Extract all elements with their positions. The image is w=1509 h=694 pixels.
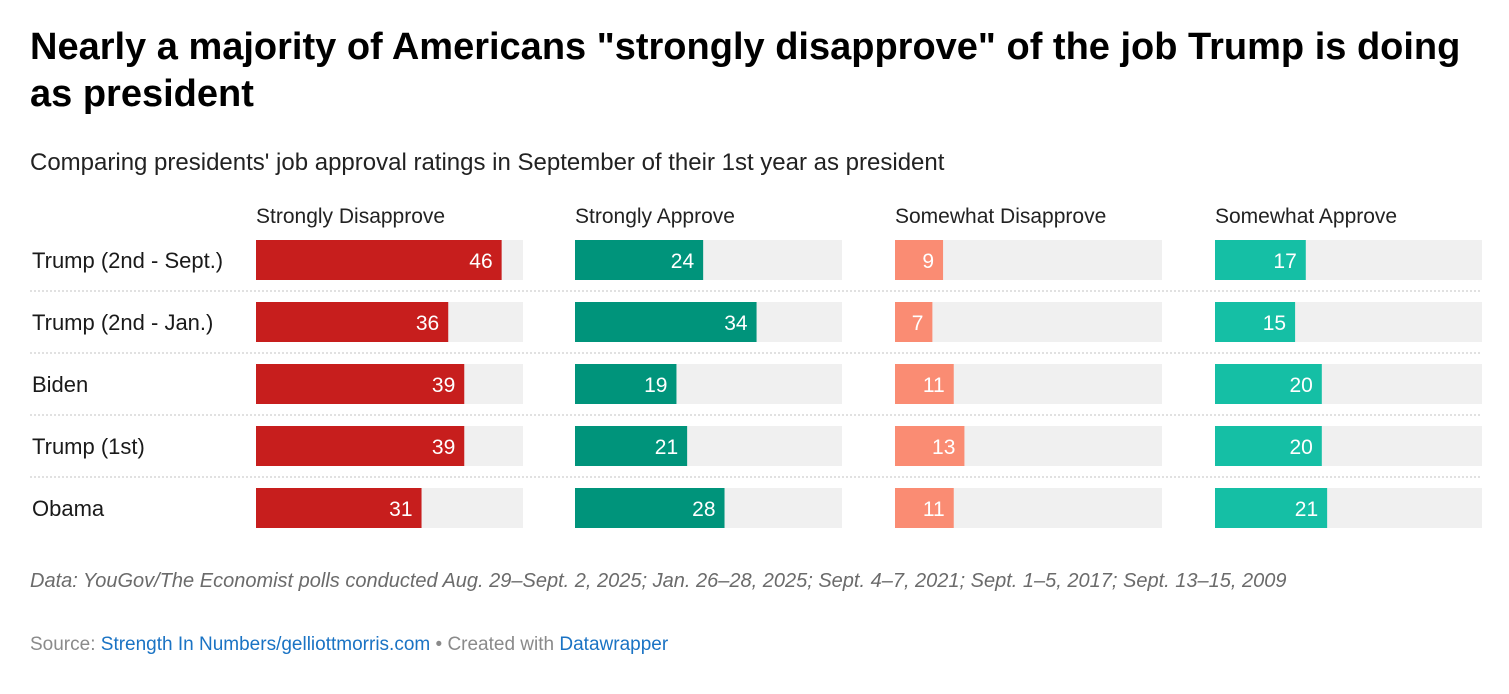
bar-strongly-approve (575, 364, 677, 404)
column-header-strongly-approve: Strongly Approve (575, 205, 735, 228)
bar-strongly-approve (575, 426, 688, 466)
value-label: 7 (912, 312, 924, 335)
source-label: Source: (30, 634, 96, 655)
data-notes: Data: YouGov/The Economist polls conduct… (30, 570, 1287, 592)
source-line: Source: Strength In Numbers/gelliottmorr… (30, 634, 668, 656)
value-label: 20 (1289, 374, 1312, 397)
bar-strongly-approve (575, 488, 725, 528)
value-label: 34 (724, 312, 748, 335)
value-label: 15 (1263, 312, 1286, 335)
row-label-trump-1st: Trump (1st) (32, 434, 145, 459)
chart-title: Nearly a majority of Americans "strongly… (30, 26, 1461, 115)
value-label: 11 (923, 374, 945, 397)
bar-somewhat-approve (1215, 488, 1328, 528)
value-label: 31 (389, 498, 412, 521)
bar-somewhat-approve (1215, 302, 1296, 342)
value-label: 21 (655, 436, 678, 459)
value-label: 13 (932, 436, 955, 459)
row-label-trump-2nd-jan: Trump (2nd - Jan.) (32, 310, 213, 335)
value-label: 24 (671, 250, 695, 273)
value-label: 21 (1295, 498, 1318, 521)
datawrapper-link[interactable]: Datawrapper (559, 634, 669, 655)
bar-somewhat-disapprove (895, 364, 954, 404)
value-label: 11 (923, 498, 945, 521)
bar-strongly-disapprove (256, 302, 449, 342)
value-label: 36 (416, 312, 439, 335)
bar-strongly-approve (575, 302, 757, 342)
chart-subtitle: Comparing presidents' job approval ratin… (30, 149, 945, 176)
source-link[interactable]: Strength In Numbers/gelliottmorris.com (100, 634, 431, 655)
bar-somewhat-approve (1215, 240, 1306, 280)
value-label: 28 (692, 498, 715, 521)
bar-strongly-disapprove (256, 426, 465, 466)
bar-strongly-approve (575, 240, 704, 280)
value-label: 46 (469, 250, 492, 273)
bar-strongly-disapprove (256, 364, 465, 404)
value-label: 19 (644, 374, 667, 397)
bar-somewhat-disapprove (895, 488, 954, 528)
value-label: 9 (922, 250, 934, 273)
bar-somewhat-disapprove (895, 302, 933, 342)
chart: Strongly Disapprove Strongly Approve Somew… (30, 205, 1482, 528)
separator: • (430, 634, 448, 655)
bar-somewhat-approve (1215, 364, 1322, 404)
value-label: 17 (1273, 250, 1296, 273)
bar-strongly-disapprove (256, 240, 502, 280)
column-header-somewhat-disapprove: Somewhat Disapprove (895, 205, 1106, 228)
column-header-strongly-disapprove: Strongly Disapprove (256, 205, 445, 228)
bar-track (895, 302, 1162, 342)
bar-somewhat-approve (1215, 426, 1322, 466)
row-label-trump-2nd-sept: Trump (2nd - Sept.) (32, 248, 223, 273)
bar-strongly-disapprove (256, 488, 422, 528)
row-label-biden: Biden (32, 372, 88, 397)
column-header-somewhat-approve: Somewhat Approve (1215, 205, 1397, 228)
bar-somewhat-disapprove (895, 426, 965, 466)
value-label: 39 (432, 436, 455, 459)
value-label: 20 (1289, 436, 1312, 459)
value-label: 39 (432, 374, 455, 397)
created-label: Created with (447, 634, 555, 655)
row-label-obama: Obama (32, 496, 105, 521)
bar-somewhat-disapprove (895, 240, 944, 280)
